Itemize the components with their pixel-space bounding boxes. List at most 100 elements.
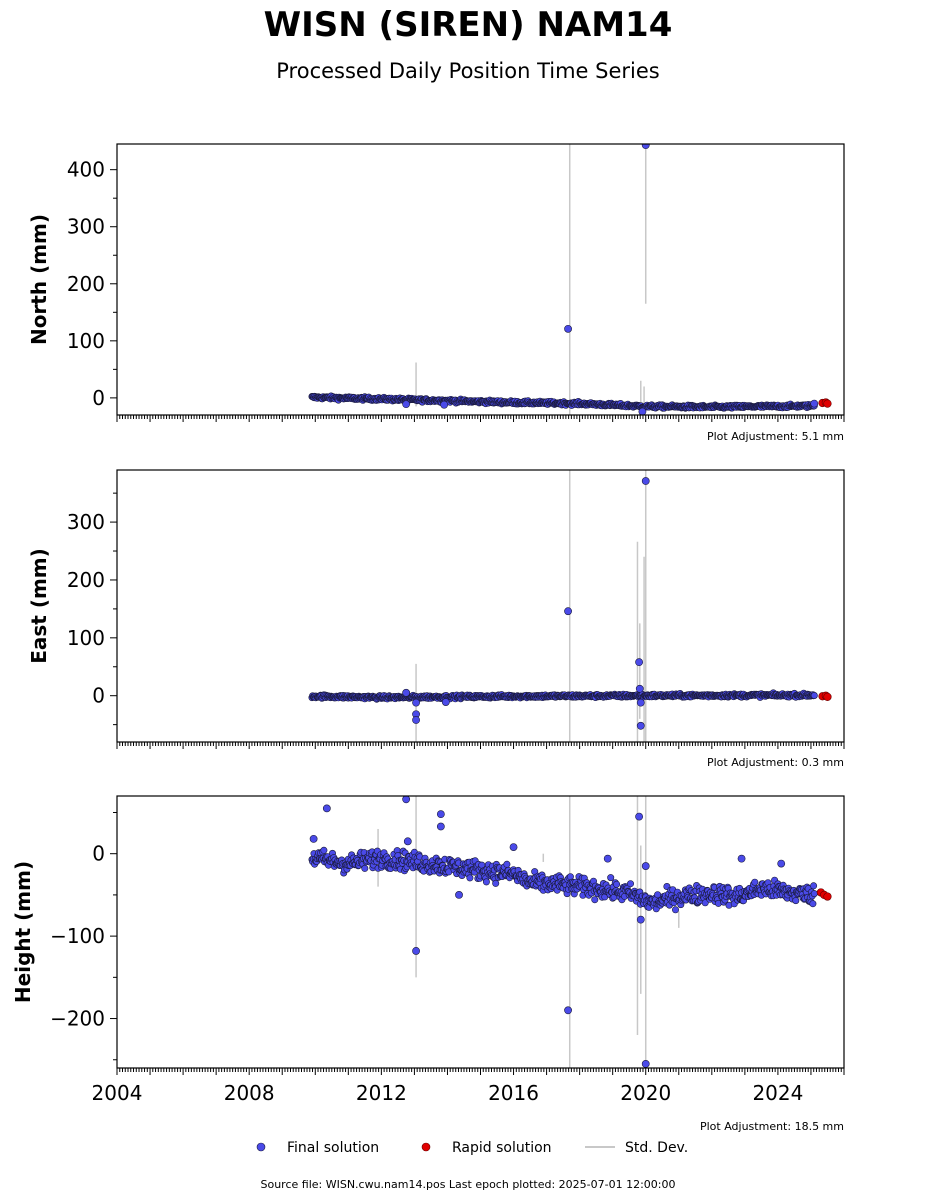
- y-axis-label: North (mm): [27, 214, 51, 345]
- source-footer: Source file: WISN.cwu.nam14.pos Last epo…: [260, 1178, 675, 1191]
- x-tick-label: 2004: [92, 1081, 143, 1105]
- final-outlier-point: [440, 400, 449, 409]
- panel-east: 0 100 200 300 East (mm) Plot Adjustment: 0.3 …: [27, 469, 845, 769]
- final-outlier-point: [635, 658, 644, 667]
- final-point: [320, 846, 328, 854]
- final-point: [809, 900, 817, 908]
- final-point: [466, 874, 474, 882]
- final-outlier-point: [455, 891, 463, 899]
- final-solution-series: [308, 689, 818, 703]
- final-outlier-point: [777, 859, 786, 868]
- x-tick-label: 2024: [752, 1081, 803, 1105]
- y-tick-label: 300: [67, 510, 105, 534]
- final-outlier-point: [564, 324, 572, 333]
- final-solution-series: [308, 846, 818, 914]
- final-outlier-point: [564, 607, 572, 616]
- rapid-point: [823, 892, 832, 901]
- final-point: [810, 691, 818, 699]
- plot-area: [308, 796, 832, 1068]
- final-outlier-point: [436, 822, 445, 831]
- y-tick-label: 100: [67, 626, 105, 650]
- final-outlier-point: [635, 684, 644, 693]
- legend-final-marker: [256, 1142, 266, 1152]
- final-outlier-point: [636, 915, 645, 924]
- final-outlier-point: [641, 862, 650, 870]
- final-outlier-point: [564, 1006, 572, 1015]
- final-outlier-point: [635, 812, 644, 821]
- plot-area: [308, 144, 832, 415]
- x-tick-label: 2020: [620, 1081, 671, 1105]
- final-outlier-point: [509, 843, 518, 852]
- final-outlier-point: [412, 716, 420, 724]
- final-outlier-point: [403, 837, 412, 846]
- final-outlier-point: [412, 947, 420, 955]
- y-tick-label: −100: [50, 924, 105, 948]
- final-point: [671, 906, 679, 914]
- final-point: [626, 880, 634, 888]
- final-outlier-point: [436, 810, 445, 819]
- axes-frame: [116, 795, 845, 1069]
- final-outlier-point: [641, 144, 650, 150]
- final-outlier-point: [402, 400, 411, 409]
- final-point: [591, 896, 599, 904]
- final-outlier-point: [641, 477, 650, 485]
- axes-frame: [116, 143, 845, 416]
- final-point: [810, 882, 818, 890]
- legend: Final solution Rapid solution Std. Dev.: [256, 1140, 688, 1156]
- y-tick-label: 200: [67, 568, 105, 592]
- plot-adjustment-label: Plot Adjustment: 5.1 mm: [707, 430, 844, 443]
- y-tick-label: 0: [92, 386, 105, 410]
- final-outlier-point: [737, 854, 746, 863]
- final-point: [613, 880, 621, 888]
- y-tick-label: 100: [67, 329, 105, 353]
- plot-area: [308, 470, 832, 742]
- final-outlier-point: [322, 804, 331, 813]
- legend-rapid-marker: [421, 1142, 431, 1152]
- final-point: [503, 860, 511, 868]
- final-point: [482, 878, 490, 886]
- plot-adjustment-label: Plot Adjustment: 0.3 mm: [707, 756, 844, 769]
- final-point: [810, 890, 818, 898]
- final-outlier-point: [603, 854, 612, 863]
- plot-adjustment-label: Plot Adjustment: 18.5 mm: [700, 1120, 844, 1133]
- final-point: [701, 899, 709, 907]
- final-outlier-point: [641, 1059, 650, 1068]
- final-outlier-point: [402, 688, 411, 697]
- panel-north: 0 100 200 300 400 North (mm) Plot Adjustment: …: [27, 143, 845, 443]
- y-axis-label: Height (mm): [11, 861, 35, 1003]
- legend-rapid-label: Rapid solution: [452, 1140, 552, 1156]
- final-point: [607, 874, 615, 882]
- final-outlier-point: [412, 698, 420, 707]
- y-tick-label: 0: [92, 842, 105, 866]
- y-axis-label: East (mm): [27, 548, 51, 664]
- final-point: [792, 897, 800, 905]
- rapid-point: [823, 399, 832, 408]
- panels: 0 100 200 300 400 North (mm) Plot Adjustment: …: [11, 143, 845, 1133]
- axes-frame: [116, 469, 845, 743]
- y-tick-label: 400: [67, 158, 105, 182]
- final-point: [751, 878, 759, 886]
- final-point: [361, 864, 369, 872]
- final-outlier-point: [638, 407, 647, 415]
- final-outlier-point: [309, 834, 318, 843]
- final-outlier-point: [810, 399, 819, 408]
- final-outlier-point: [441, 698, 450, 706]
- final-solution-series: [308, 392, 818, 412]
- x-tick-label: 2012: [356, 1081, 407, 1105]
- rapid-point: [823, 692, 832, 701]
- chart-subtitle: Processed Daily Position Time Series: [276, 59, 660, 83]
- legend-final-label: Final solution: [287, 1140, 379, 1156]
- legend-stddev-label: Std. Dev.: [625, 1140, 688, 1156]
- x-tick-label: 2016: [488, 1081, 539, 1105]
- x-tick-label: 2008: [224, 1081, 275, 1105]
- y-tick-label: 0: [92, 684, 105, 708]
- final-outlier-point: [402, 796, 411, 804]
- y-tick-label: 300: [67, 215, 105, 239]
- y-tick-label: −200: [50, 1007, 105, 1031]
- y-tick-label: 200: [67, 272, 105, 296]
- final-point: [492, 879, 500, 887]
- final-outlier-point: [636, 721, 645, 730]
- final-outlier-point: [636, 698, 645, 707]
- panel-height: −200 −100 0 Height (mm) 2004 2008 2012 2016 2020…: [11, 795, 845, 1133]
